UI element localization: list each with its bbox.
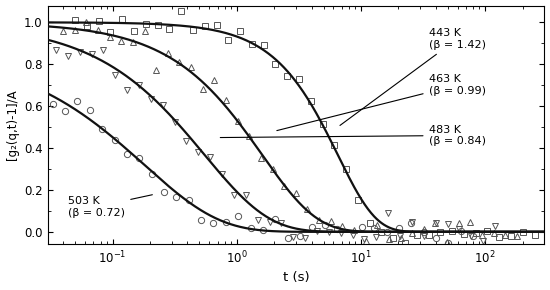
Text: 443 K
(β = 1.42): 443 K (β = 1.42) [340, 28, 486, 126]
Text: 463 K
(β = 0.99): 463 K (β = 0.99) [277, 74, 486, 130]
X-axis label: t (s): t (s) [283, 271, 309, 284]
Text: 503 K
(β = 0.72): 503 K (β = 0.72) [68, 195, 152, 218]
Y-axis label: [g₂(q,t)-1]/A: [g₂(q,t)-1]/A [6, 90, 19, 160]
Text: 483 K
(β = 0.84): 483 K (β = 0.84) [221, 125, 486, 146]
